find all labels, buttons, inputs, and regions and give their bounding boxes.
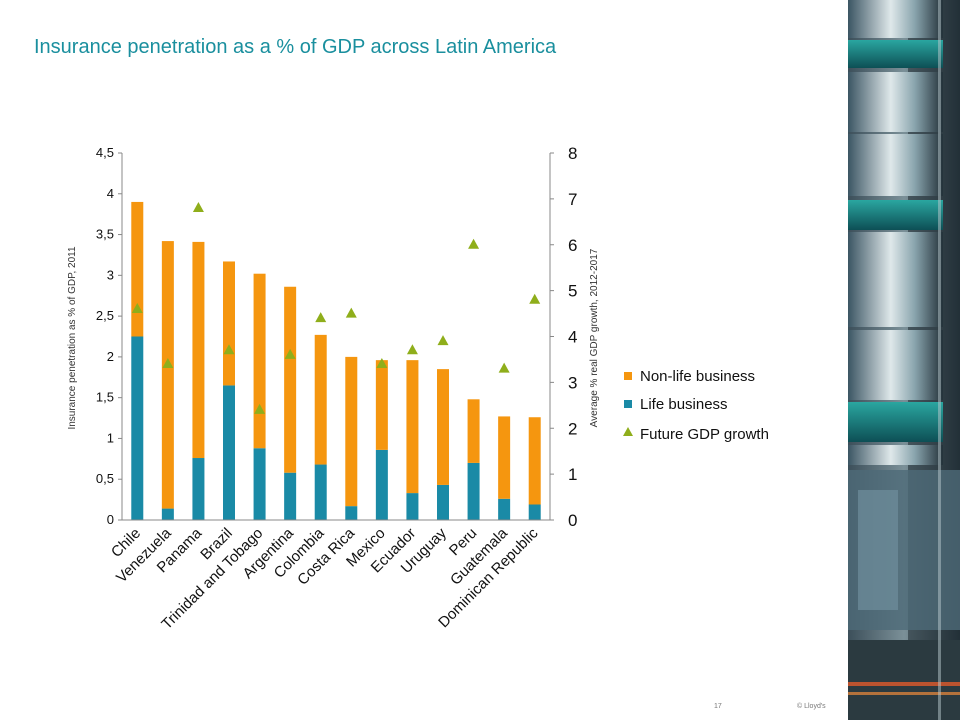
bar-non-life-mexico [375,360,388,450]
y-axis-title: Insurance penetration as % of GDP, 2011 [67,246,78,430]
gdp-marker-guatemala [498,362,510,373]
gdp-marker-mexico [376,358,388,369]
bar-non-life-venezuela [161,241,174,509]
y2-tick-label: 8 [568,144,577,163]
y2-tick-label: 6 [568,236,577,255]
legend-label-gdp: Future GDP growth [640,426,769,443]
gdp-marker-dominican-republic [529,293,541,304]
y-tick-label: 4,5 [96,145,114,160]
bar-non-life-guatemala [498,416,511,499]
bar-non-life-panama [192,241,205,459]
bar-life-guatemala [498,498,511,520]
legend-swatch-gdp [623,427,633,436]
legend-label-non-life: Non-life business [640,368,755,385]
bar-life-peru [467,462,480,520]
y2-tick-label: 2 [568,419,577,438]
slide-title: Insurance penetration as a % of GDP acro… [34,36,557,58]
bar-life-trinidad-and-tobago [253,448,266,520]
bar-non-life-trinidad-and-tobago [253,273,266,449]
y-tick-label: 2,5 [96,308,114,323]
bar-non-life-colombia [314,334,327,465]
y-tick-label: 3,5 [96,227,114,242]
bar-non-life-chile [131,201,144,337]
gdp-marker-chile [131,302,143,313]
gdp-marker-trinidad-and-tobago [254,403,266,414]
legend-swatch-non-life [624,372,632,380]
gdp-markers-group [131,202,541,414]
gdp-marker-argentina [284,348,296,359]
bar-life-ecuador [406,493,419,520]
gdp-marker-panama [192,202,204,213]
bar-life-argentina [284,472,297,520]
y2-axis-title: Average % real GDP growth, 2012-2017 [589,248,600,427]
bar-non-life-argentina [284,286,297,473]
bar-life-costa-rica [345,506,358,520]
y-tick-label: 2 [107,349,114,364]
y-tick-label: 3 [107,267,114,282]
bars-group [131,201,541,520]
bar-life-brazil [223,385,235,520]
y-tick-label: 0 [107,512,114,527]
bar-non-life-brazil [223,261,235,386]
gdp-marker-brazil [223,344,235,355]
building-photo [848,0,960,720]
bar-life-colombia [314,464,327,520]
y2-tick-label: 0 [568,511,577,530]
legend-swatch-life [624,400,632,408]
gdp-marker-peru [468,238,480,249]
bar-non-life-ecuador [406,360,419,494]
bar-non-life-uruguay [437,369,449,485]
bar-life-mexico [375,449,388,520]
bar-life-dominican-republic [528,504,541,520]
y2-tick-label: 1 [568,465,577,484]
y-tick-label: 0,5 [96,471,114,486]
y2-tick-label: 3 [568,373,577,392]
gdp-marker-uruguay [437,335,449,346]
gdp-marker-colombia [315,312,327,323]
y2-tick-label: 5 [568,282,577,301]
gdp-marker-costa-rica [345,307,357,318]
bar-non-life-dominican-republic [528,417,541,505]
bar-non-life-costa-rica [345,356,358,507]
gdp-marker-venezuela [162,358,174,369]
gdp-marker-ecuador [406,344,418,355]
bar-life-venezuela [161,508,174,520]
page-number: 17 [714,703,722,710]
copyright: © Lloyd's [797,703,826,710]
legend-label-life: Life business [640,396,728,413]
y-tick-label: 1,5 [96,390,114,405]
bar-life-panama [192,458,205,520]
y2-tick-label: 4 [568,328,577,347]
y-tick-label: 4 [107,186,114,201]
bar-life-uruguay [437,484,449,520]
bar-non-life-peru [467,399,480,463]
bar-life-chile [131,336,144,520]
y2-tick-label: 7 [568,190,577,209]
y-tick-label: 1 [107,430,114,445]
legend: Non-life business Life business Future G… [623,368,769,443]
